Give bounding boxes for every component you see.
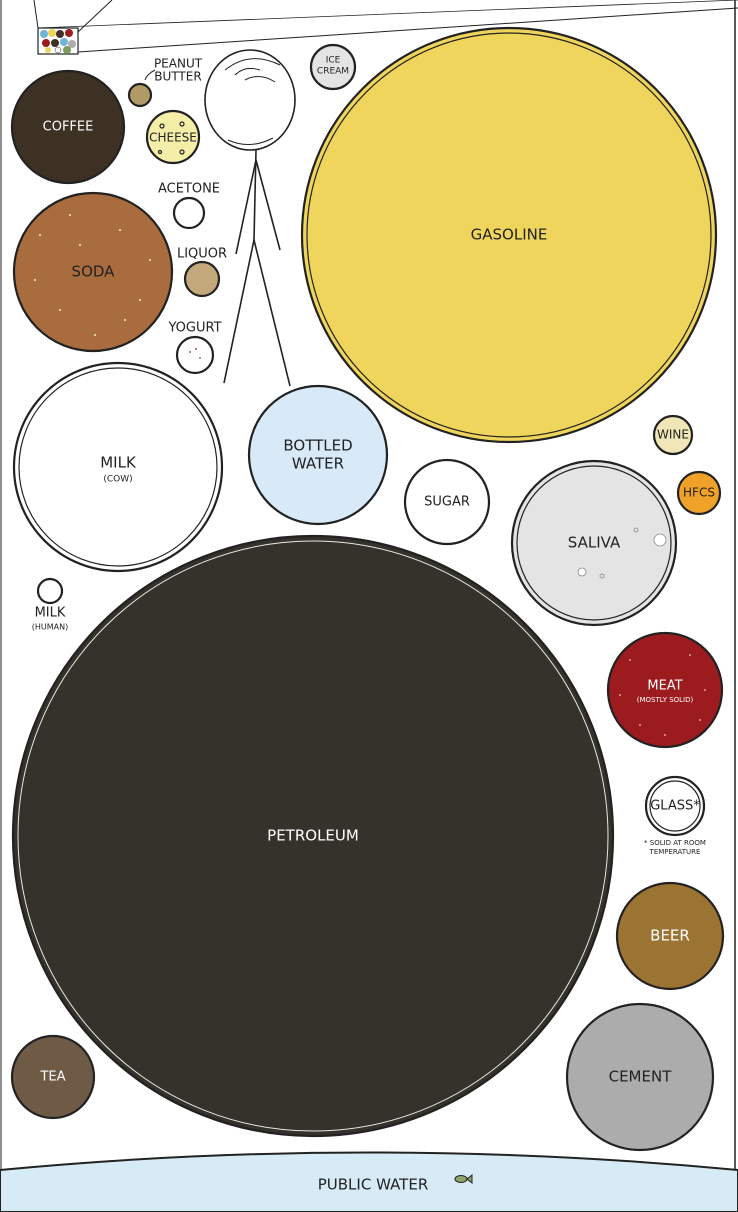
bottled-water-label-line1: BOTTLED	[283, 437, 352, 455]
milk-human-circle: MILK (HUMAN)	[32, 577, 68, 632]
wine-circle: WINE	[652, 414, 694, 456]
beer-label: BEER	[650, 927, 690, 945]
milk-cow-circle: MILK (COW)	[12, 361, 224, 573]
tea-circle: TEA	[10, 1034, 96, 1120]
sugar-label: SUGAR	[424, 495, 470, 510]
acetone-circle: ACETONE	[158, 182, 220, 230]
peanut-butter-label-line2: BUTTER	[154, 70, 201, 84]
meat-label: MEAT	[647, 679, 682, 694]
milk-human-label: MILK	[35, 606, 66, 621]
gasoline-label: GASOLINE	[471, 226, 548, 244]
bottled-water-circle: BOTTLED WATER	[247, 384, 389, 526]
cheese-circle: CHEESE	[145, 109, 201, 165]
glass-circle: GLASS* * SOLID AT ROOM TEMPERATURE	[644, 775, 706, 856]
meat-circle: MEAT (MOSTLY SOLID)	[606, 631, 724, 749]
coffee-circle: COFFEE	[10, 69, 126, 185]
gasoline-circle: GASOLINE	[300, 26, 718, 444]
yogurt-label: YOGURT	[167, 321, 221, 336]
saliva-label: SALIVA	[568, 534, 621, 552]
liquor-circle: LIQUOR	[177, 247, 227, 298]
milk-cow-sublabel: (COW)	[103, 475, 132, 485]
milk-human-sublabel: (HUMAN)	[32, 623, 68, 632]
glass-label: GLASS*	[650, 799, 700, 814]
peanut-butter-circle: PEANUT BUTTER	[127, 57, 203, 108]
petroleum-label: PETROLEUM	[267, 827, 359, 845]
liquor-label: LIQUOR	[177, 247, 227, 262]
yogurt-circle: YOGURT	[167, 321, 222, 375]
zoom-inset	[33, 0, 738, 55]
peanut-butter-label-line1: PEANUT	[154, 57, 203, 71]
wine-label: WINE	[657, 428, 689, 442]
sugar-circle: SUGAR	[403, 458, 491, 546]
tea-label: TEA	[39, 1070, 65, 1085]
ice-cream-label-line1: ICE	[326, 56, 341, 66]
public-water-label: PUBLIC WATER	[318, 1176, 429, 1194]
arrow-icon	[144, 69, 156, 81]
cheese-label: CHEESE	[149, 131, 197, 145]
public-water-area: PUBLIC WATER	[0, 1151, 738, 1212]
milk-cow-label: MILK	[100, 454, 137, 472]
acetone-label: ACETONE	[158, 182, 220, 197]
stick-figure	[204, 49, 296, 387]
beer-circle: BEER	[615, 881, 725, 991]
petroleum-circle: PETROLEUM	[11, 534, 615, 1138]
glass-footnote-line2: TEMPERATURE	[649, 848, 701, 856]
bottled-water-label-line2: WATER	[292, 455, 344, 473]
hfcs-circle: HFCS	[676, 470, 722, 516]
cement-circle: CEMENT	[565, 1002, 715, 1152]
coffee-label: COFFEE	[43, 120, 94, 135]
fish-icon	[454, 1173, 473, 1185]
soda-circle: SODA	[12, 191, 174, 353]
ice-cream-label-line2: CREAM	[317, 67, 349, 77]
meat-sublabel: (MOSTLY SOLID)	[637, 696, 694, 704]
saliva-circle: SALIVA	[510, 459, 678, 627]
soda-label: SODA	[72, 263, 116, 281]
cement-label: CEMENT	[609, 1068, 673, 1086]
glass-footnote-line1: * SOLID AT ROOM	[644, 839, 706, 847]
ice-cream-circle: ICE CREAM	[309, 43, 357, 91]
hfcs-label: HFCS	[683, 486, 715, 500]
